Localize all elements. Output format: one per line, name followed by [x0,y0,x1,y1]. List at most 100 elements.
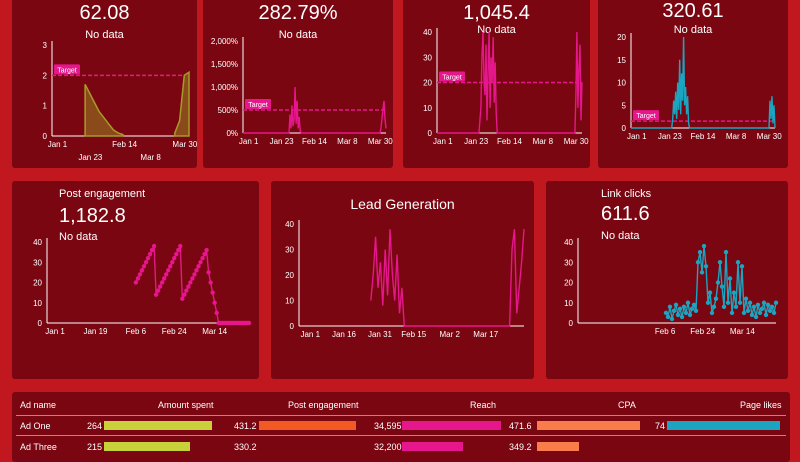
kpi-value: 62.08 [79,2,130,24]
target-label: Target [636,113,656,120]
y-tick-label: 10 [423,104,432,113]
header-ad-name[interactable]: Ad name [20,400,57,410]
cpa-cell: 471.6 [509,421,532,431]
data-point [767,308,773,314]
data-point [727,276,733,281]
y-tick-label: 15 [617,56,626,65]
card-title: Post engagement [59,188,146,200]
header-page-likes[interactable]: Page likes [740,400,782,410]
x-tick-label: Jan 16 [332,330,357,339]
kpi-value: 282.79% [258,2,338,24]
y-tick-label: 3 [43,41,48,50]
data-point [186,284,191,289]
ad-name-cell: Ad One [20,421,51,431]
data-point [755,302,761,307]
card-title: Lead Generation [350,196,455,212]
data-point [713,296,719,301]
y-tick-label: 40 [564,238,573,247]
data-point [759,306,765,312]
data-point [669,316,675,322]
data-point [159,280,165,285]
header-reach[interactable]: Reach [470,400,497,410]
no-data-label: No data [85,29,124,41]
data-point [667,304,673,309]
data-point [723,249,729,255]
data-point [163,272,169,277]
target-label: Target [57,67,77,74]
data-point [731,290,737,295]
data-point [689,306,695,312]
data-point [135,276,141,281]
data-point [166,268,171,273]
y-tick-label: 2,000% [211,37,238,46]
reach-cell: 32,200 [374,442,402,452]
data-point [665,314,671,320]
x-tick-label: Mar 8 [533,137,554,146]
data-point [157,284,163,289]
x-tick-label: Mar 14 [730,327,755,336]
chart-svg: 0 10 20 30 40 Feb 6 Feb 24 Mar 14 [564,238,779,336]
lead-generation-card: Lead Generation 0 10 20 30 40 Jan 1 Jan 16 Jan … [271,181,534,379]
data-point [675,312,681,318]
data-point [188,280,193,285]
kpi-value: 320.61 [662,0,724,22]
data-point [685,300,691,305]
y-tick-label: 30 [285,246,294,255]
x-tick-label: Feb 24 [690,327,715,336]
y-tick-label: 1 [43,102,48,111]
x-tick-label: Mar 8 [726,132,747,141]
data-point [147,251,153,257]
data-point [737,300,743,305]
kpi-value: 1,045.4 [463,2,530,24]
header-post-engagement[interactable]: Post engagement [288,400,359,410]
x-tick-label: Mar 30 [564,137,589,146]
no-data-label: No data [601,230,640,242]
series-line [437,31,583,134]
reach-cell: 34,595 [374,421,402,431]
y-tick-label: 30 [33,258,42,267]
data-point [133,280,139,285]
data-point [151,243,157,249]
data-point [773,300,779,305]
data-point [208,280,213,285]
data-point [711,304,717,309]
engagement-bar [259,421,356,430]
data-point [182,292,187,297]
data-point [761,300,767,305]
header-amount-spent[interactable]: Amount spent [158,400,214,410]
y-tick-label: 0 [43,132,48,141]
y-tick-label: 20 [285,271,294,280]
data-point [709,310,715,316]
y-tick-label: 40 [285,220,294,229]
link-clicks-card: Link clicks 611.6 No data 0 10 20 30 40 Feb 6… [546,181,788,379]
data-point [703,264,709,269]
data-point [705,300,711,305]
y-tick-label: 30 [564,258,573,267]
likes-bar [667,421,780,430]
header-cpa[interactable]: CPA [618,400,636,410]
top-card-1: 62.08 No data 0 1 2 3 Jan 1 Feb 14 Mar 30 Jan 2… [12,0,197,168]
data-point [753,314,759,320]
amount-cell: 264 [87,421,103,431]
cpa-bar [537,442,579,451]
y-tick-label: 10 [617,79,626,88]
x-tick-label: Mar 30 [172,140,197,149]
x-tick-label: Jan 23 [658,132,683,141]
chart-svg: 0 5 10 15 20 Jan 1 Jan 23 Feb 14 Mar 8 Mar 30 Targ… [617,33,782,141]
x-tick-label: Jan 23 [464,137,489,146]
data-point [765,302,771,307]
data-point [210,290,215,295]
data-point [747,300,753,305]
y-tick-label: 1,000% [211,83,238,92]
kpi-value: 611.6 [601,203,650,225]
data-point [212,300,217,305]
y-tick-label: 30 [423,53,432,62]
cpa-cell: 349.2 [509,442,532,452]
y-tick-label: 40 [33,238,42,247]
data-point [141,264,147,269]
target-label: Target [248,102,268,109]
data-point [214,310,219,316]
target-badge [54,64,80,75]
x-tick-label: Jan 1 [48,140,68,149]
x-tick-label: Mar 14 [202,327,227,336]
